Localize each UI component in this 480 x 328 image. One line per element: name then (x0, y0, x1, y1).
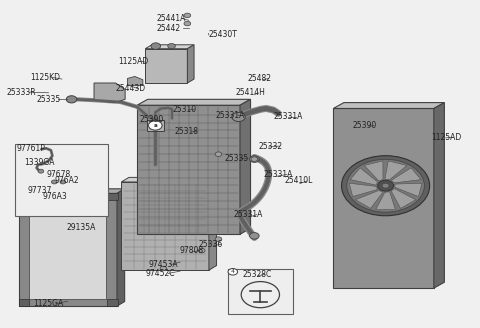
Polygon shape (434, 103, 444, 288)
Polygon shape (137, 99, 251, 105)
Text: 25482: 25482 (248, 74, 272, 83)
Polygon shape (121, 182, 209, 270)
Text: 29135A: 29135A (67, 223, 96, 232)
Text: 1339GA: 1339GA (24, 157, 55, 167)
Circle shape (149, 121, 162, 130)
Polygon shape (19, 189, 125, 194)
Circle shape (60, 180, 66, 184)
Text: 1125GA: 1125GA (33, 299, 63, 308)
Text: 25443D: 25443D (116, 84, 146, 93)
Circle shape (215, 237, 222, 241)
Text: 1125KD: 1125KD (30, 73, 60, 82)
Text: 1125AD: 1125AD (118, 57, 148, 66)
Circle shape (378, 180, 394, 191)
Text: a: a (153, 123, 157, 128)
Polygon shape (187, 45, 194, 83)
Text: 25318: 25318 (174, 127, 198, 136)
Circle shape (342, 156, 430, 216)
Polygon shape (333, 103, 444, 109)
Text: 97678: 97678 (46, 170, 71, 179)
Polygon shape (333, 109, 434, 288)
Bar (19, 193, 29, 200)
Bar (108, 193, 118, 200)
Polygon shape (137, 105, 240, 234)
Text: 97452C: 97452C (145, 269, 175, 278)
Bar (147, 120, 164, 131)
Circle shape (149, 121, 162, 130)
Circle shape (38, 169, 44, 173)
Bar (19, 299, 29, 306)
Polygon shape (391, 189, 416, 209)
Bar (228, 269, 293, 314)
Circle shape (151, 43, 160, 49)
Text: 97808: 97808 (180, 246, 204, 255)
Polygon shape (355, 191, 383, 209)
Polygon shape (209, 177, 216, 270)
Polygon shape (128, 76, 143, 86)
Polygon shape (364, 161, 383, 181)
Text: 25331A: 25331A (215, 111, 244, 119)
Text: 97737: 97737 (27, 186, 51, 195)
Circle shape (228, 269, 238, 275)
Polygon shape (117, 189, 125, 306)
Text: 25335: 25335 (225, 154, 249, 163)
Text: 25331A: 25331A (274, 112, 303, 121)
Text: 25442: 25442 (156, 24, 180, 33)
Text: 25331A: 25331A (264, 170, 293, 179)
Text: 25331A: 25331A (234, 210, 263, 219)
Circle shape (250, 233, 259, 239)
Circle shape (382, 183, 389, 188)
Polygon shape (19, 194, 117, 306)
Text: 4: 4 (231, 269, 235, 274)
Circle shape (232, 113, 245, 122)
Polygon shape (145, 49, 187, 83)
Text: 976A2: 976A2 (54, 176, 79, 185)
Text: 97453A: 97453A (148, 260, 178, 269)
Text: 25390: 25390 (352, 121, 377, 130)
Text: 25335: 25335 (36, 95, 61, 104)
Polygon shape (391, 168, 421, 183)
Polygon shape (385, 161, 407, 180)
Text: 25430T: 25430T (209, 30, 238, 38)
Polygon shape (376, 192, 396, 210)
Text: a: a (154, 123, 157, 128)
Circle shape (66, 96, 77, 103)
Bar (108, 299, 118, 306)
Polygon shape (121, 177, 216, 182)
Text: 25310: 25310 (173, 105, 197, 113)
Text: 1125AD: 1125AD (432, 133, 462, 142)
Text: 25328C: 25328C (242, 270, 272, 279)
Circle shape (250, 156, 259, 162)
Polygon shape (350, 168, 378, 185)
Polygon shape (145, 45, 194, 49)
Circle shape (160, 266, 167, 271)
Polygon shape (240, 99, 251, 234)
Text: 25333R: 25333R (6, 88, 36, 97)
Text: 25441A: 25441A (156, 14, 186, 23)
Circle shape (347, 159, 424, 212)
Circle shape (198, 248, 205, 253)
Text: 97761P: 97761P (16, 144, 46, 153)
Text: 25410L: 25410L (285, 176, 313, 185)
Polygon shape (349, 183, 378, 196)
Text: 25336: 25336 (198, 240, 223, 249)
Bar (15, 144, 108, 216)
Text: 25332: 25332 (258, 142, 282, 151)
Circle shape (184, 13, 191, 18)
Text: 25390: 25390 (140, 115, 164, 124)
Polygon shape (94, 83, 125, 103)
Circle shape (168, 44, 175, 49)
Circle shape (215, 152, 222, 156)
Circle shape (251, 157, 258, 161)
Text: 976A3: 976A3 (43, 192, 68, 201)
Text: 25414H: 25414H (235, 88, 265, 97)
Circle shape (184, 21, 191, 26)
Bar (29, 201, 107, 299)
Circle shape (51, 180, 57, 184)
Polygon shape (395, 183, 422, 196)
